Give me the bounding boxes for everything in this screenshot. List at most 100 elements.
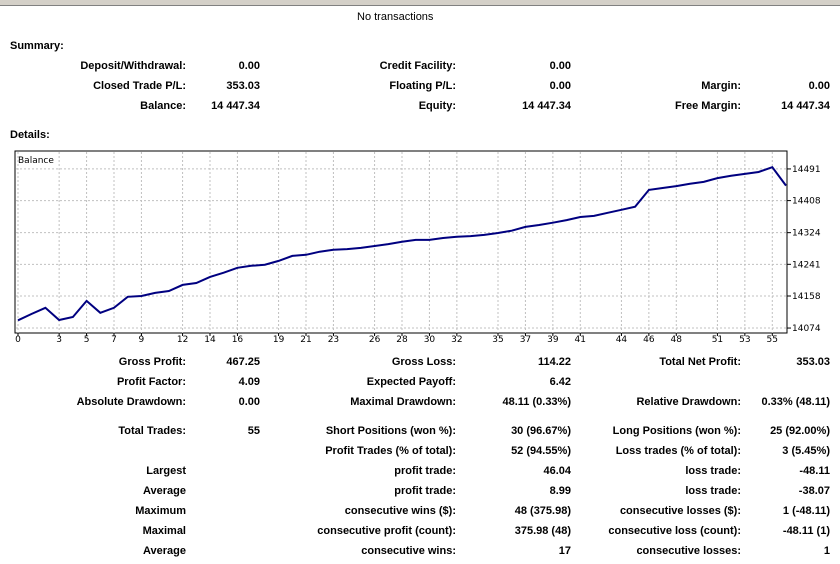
value: 55 [247,425,260,437]
value: 46.04 [543,465,571,477]
y-tick-label: 14324 [792,229,821,239]
x-tick-label: 0 [15,335,21,345]
label: consecutive wins: [361,545,456,557]
value: 14 447.34 [522,100,571,112]
label: Gross Loss: [391,356,456,368]
value: 4.09 [238,376,260,388]
x-tick-label: 51 [712,335,723,345]
section-title: Details: [10,129,50,141]
label: consecutive loss (count): [608,525,741,537]
x-tick-label: 35 [492,335,503,345]
x-tick-label: 26 [369,335,381,345]
x-tick-label: 39 [547,335,559,345]
value: 30 (96.67%) [511,425,571,437]
x-tick-label: 28 [396,335,408,345]
value: 375.98 (48) [514,525,571,537]
value: 8.99 [549,485,571,497]
x-tick-label: 23 [328,335,339,345]
y-tick-label: 14408 [792,197,821,207]
x-tick-label: 3 [56,335,62,345]
label: Floating P/L: [389,80,456,92]
value: 14 447.34 [781,100,830,112]
balance-line [17,166,787,322]
value: 6.42 [549,376,571,388]
label: Profit Trades (% of total): [325,445,456,457]
label: loss trade: [685,465,741,477]
label: Relative Drawdown: [636,396,741,408]
value: 3 (5.45%) [782,445,830,457]
label: Short Positions (won %): [325,425,456,437]
label: Deposit/Withdrawal: [80,60,186,72]
x-tick-label: 30 [424,335,436,345]
value: 0.00 [549,80,571,92]
label: Long Positions (won %): [612,425,741,437]
x-tick-label: 32 [451,335,462,345]
value: 467.25 [226,356,260,368]
label: Equity: [418,100,456,112]
no-transactions: No transactions [357,11,434,23]
value: 0.00 [238,396,260,408]
header-row [0,0,840,6]
value: 0.00 [238,60,260,72]
value: 25 (92.00%) [770,425,830,437]
value: 114.22 [537,356,571,368]
value: -48.11 (1) [782,525,830,537]
label: Loss trades (% of total): [615,445,741,457]
x-tick-label: 14 [204,335,216,345]
value: 1 [823,545,830,557]
label: consecutive profit (count): [317,525,456,537]
x-tick-label: 12 [177,335,188,345]
label: Average [142,485,186,497]
value: 0.33% (48.11) [761,396,831,408]
label: Largest [146,465,186,477]
value: 48.11 (0.33%) [502,396,572,408]
y-tick-label: 14491 [792,165,821,175]
label: Total Trades: [118,425,186,437]
label: Expected Payoff: [366,376,456,388]
chart-title: Balance [18,156,54,166]
x-tick-label: 37 [520,335,531,345]
label: Credit Facility: [379,60,456,72]
label: Margin: [701,80,741,92]
label: Balance: [140,100,186,112]
value: 48 (375.98) [514,505,571,517]
value: 1 (-48.11) [782,505,830,517]
x-tick-label: 48 [671,335,683,345]
value: 52 (94.55%) [511,445,571,457]
label: Gross Profit: [118,356,186,368]
value: 0.00 [808,80,830,92]
value: 0.00 [549,60,571,72]
label: profit trade: [394,465,456,477]
label: Average [142,545,186,557]
label: consecutive losses ($): [619,505,741,517]
value: 353.03 [796,356,830,368]
label: Maximal Drawdown: [350,396,456,408]
x-tick-label: 19 [273,335,285,345]
value: 17 [558,545,571,557]
label: Absolute Drawdown: [76,396,186,408]
x-tick-label: 44 [616,335,628,345]
x-tick-label: 41 [575,335,586,345]
x-tick-label: 5 [84,335,90,345]
label: loss trade: [685,485,741,497]
label: Maximal [142,525,186,537]
y-tick-label: 14158 [792,292,821,302]
label: Profit Factor: [116,376,186,388]
label: consecutive wins ($): [344,505,456,517]
x-tick-label: 55 [767,335,778,345]
label: Maximum [135,505,186,517]
value: -38.07 [798,485,830,497]
x-tick-label: 21 [300,335,311,345]
y-tick-label: 14241 [792,260,821,270]
y-tick-label: 14074 [792,324,821,334]
x-tick-label: 16 [232,335,244,345]
label: Free Margin: [674,100,741,112]
value: 14 447.34 [211,100,260,112]
label: Total Net Profit: [659,356,741,368]
value: -48.11 [799,465,830,477]
x-tick-label: 7 [111,335,117,345]
section-title: Summary: [10,40,64,52]
label: Closed Trade P/L: [93,80,186,92]
